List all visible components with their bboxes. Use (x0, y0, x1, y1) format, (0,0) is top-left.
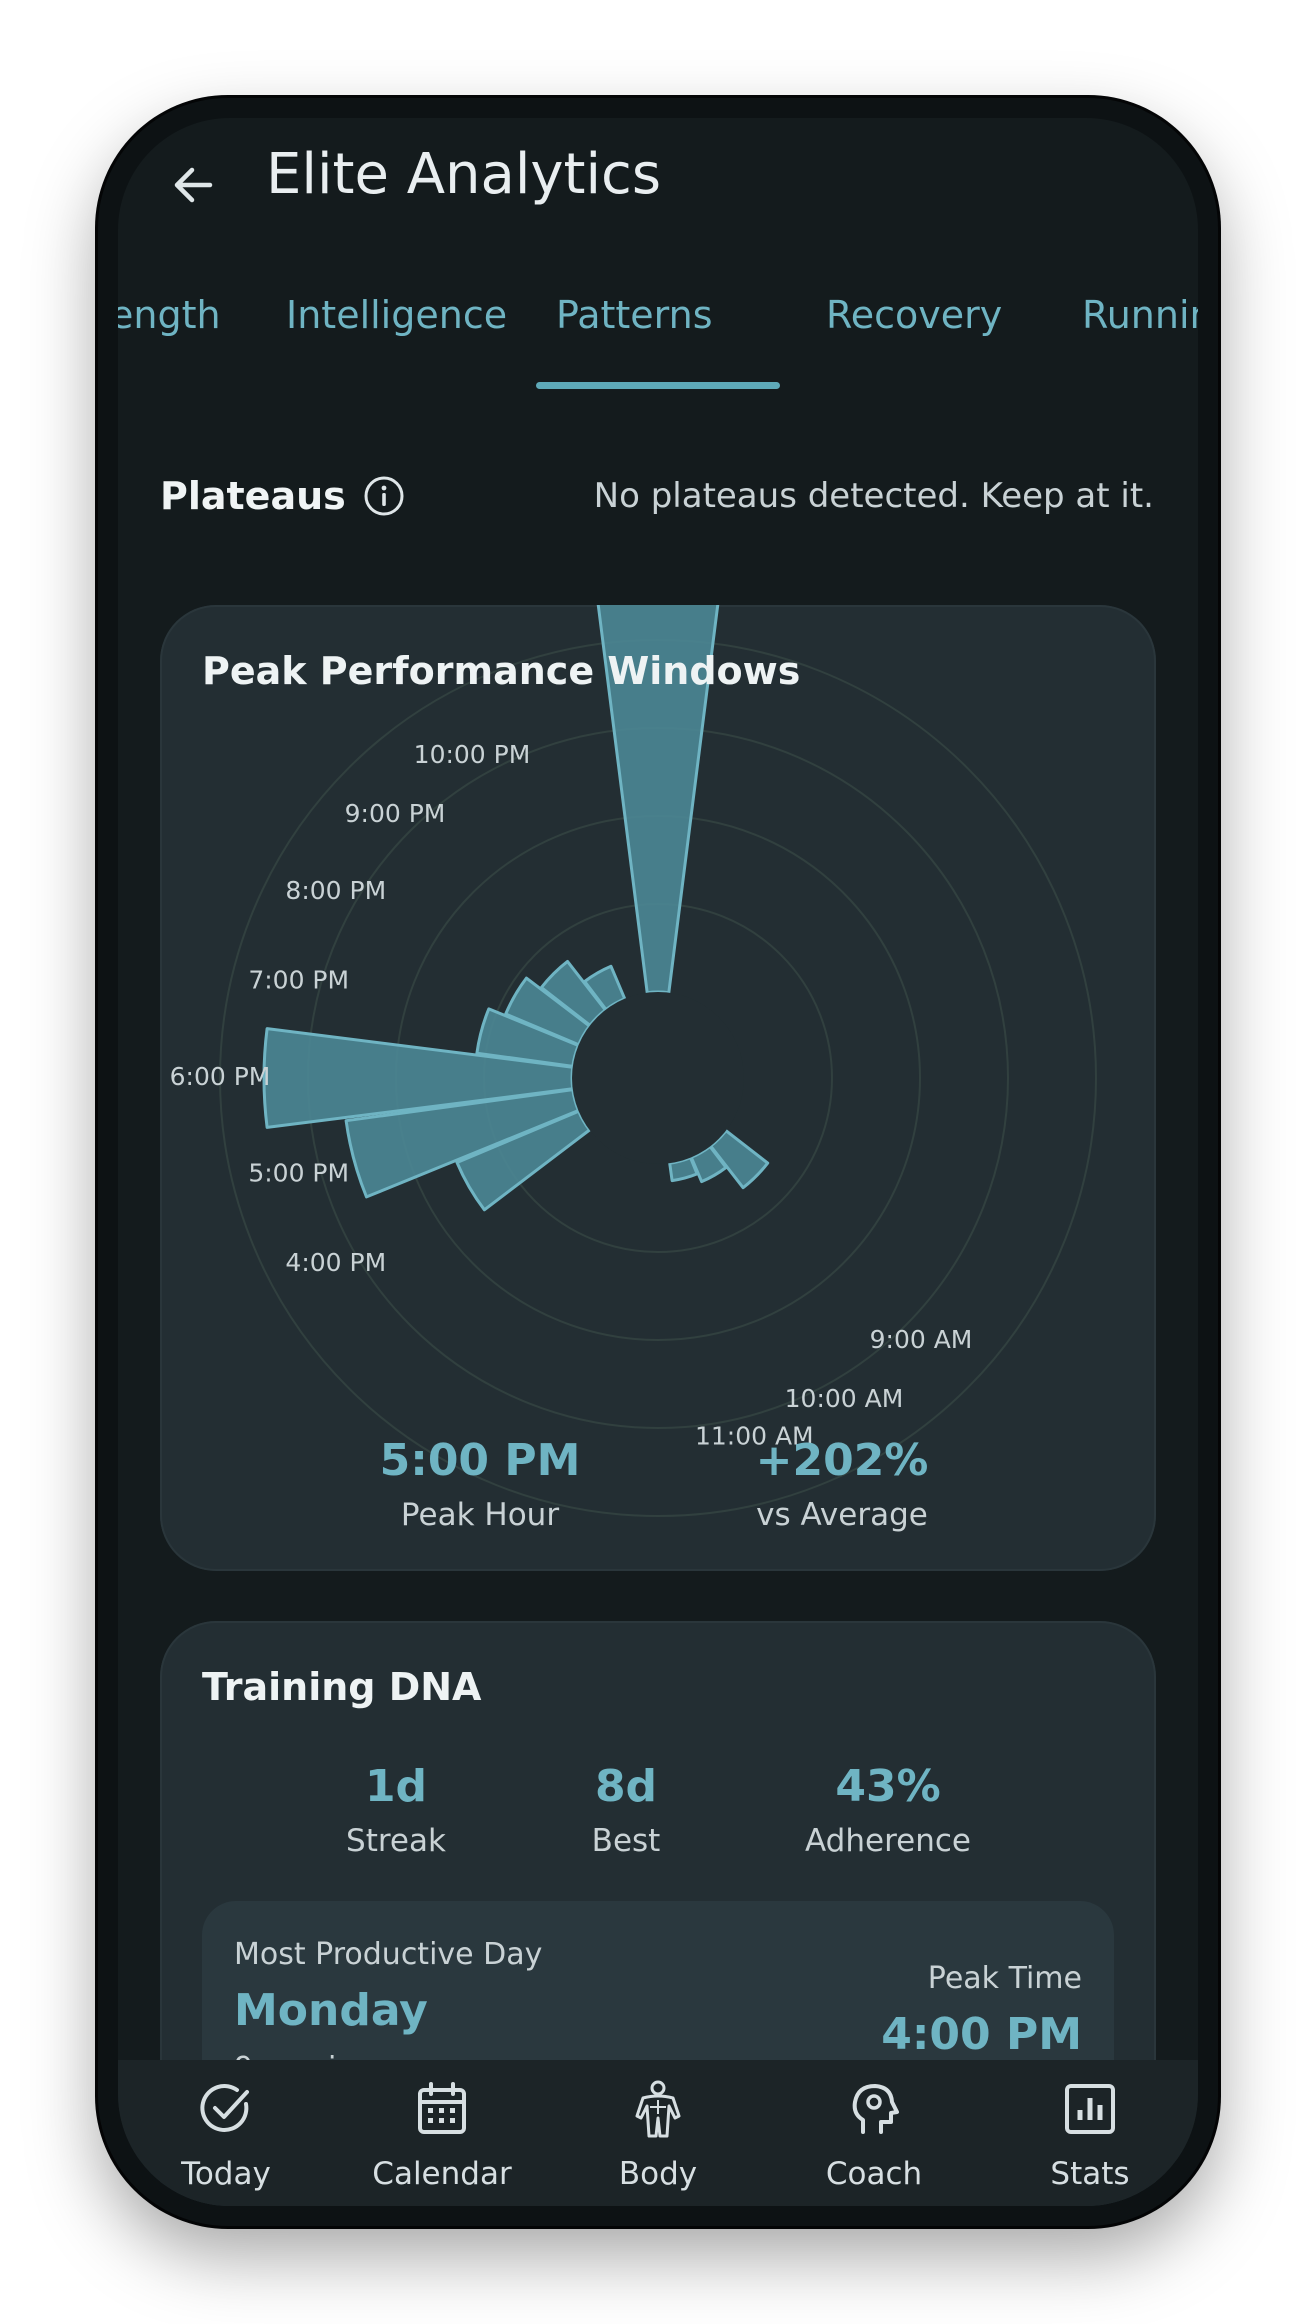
body-icon (635, 2080, 681, 2138)
app-screen: Elite Analytics ength Intelligence Patte… (118, 118, 1198, 2206)
tab-strength[interactable]: ength (118, 293, 221, 337)
vs-average-value: +202% (755, 1435, 929, 1486)
tab-intelligence[interactable]: Intelligence (286, 293, 508, 337)
streak-label: Streak (346, 1823, 446, 1859)
peak-hour-label: Peak Hour (400, 1497, 560, 1533)
productive-day-label: Most Productive Day (234, 1937, 543, 1972)
label-900pm: 9:00 PM (345, 799, 446, 828)
adherence-value: 43% (835, 1761, 941, 1812)
vs-average-label: vs Average (756, 1497, 928, 1533)
app-bar: Elite Analytics (118, 118, 1198, 248)
label-400pm: 4:00 PM (285, 1248, 386, 1277)
plateaus-message: No plateaus detected. Keep at it. (593, 476, 1154, 516)
label-600pm: 6:00 PM (170, 1062, 271, 1091)
label-900am: 9:00 AM (870, 1325, 973, 1354)
peak-hour-value: 5:00 PM (379, 1435, 581, 1486)
tab-patterns[interactable]: Patterns (556, 293, 713, 337)
best-label: Best (591, 1823, 661, 1859)
info-icon[interactable] (362, 474, 406, 518)
dna-card-title: Training DNA (202, 1665, 482, 1709)
label-1000pm: 10:00 PM (414, 740, 531, 769)
nav-body[interactable]: Body (558, 2060, 758, 2206)
label-800pm: 8:00 PM (285, 876, 386, 905)
peak-card-title: Peak Performance Windows (202, 649, 801, 693)
nav-today-label: Today (181, 2156, 271, 2192)
nav-stats[interactable]: Stats (990, 2060, 1190, 2206)
best-value: 8d (594, 1761, 658, 1812)
peak-time-value: 4:00 PM (881, 2009, 1082, 2060)
tab-indicator (536, 382, 780, 389)
adherence-label: Adherence (805, 1823, 971, 1859)
nav-body-label: Body (618, 2156, 698, 2192)
nav-stats-label: Stats (1050, 2156, 1130, 2192)
nav-calendar[interactable]: Calendar (342, 2060, 542, 2206)
page-title: Elite Analytics (266, 142, 662, 207)
nav-coach[interactable]: Coach (774, 2060, 974, 2206)
tab-bar: ength Intelligence Patterns Recovery Run… (118, 293, 1198, 383)
plateaus-label: Plateaus (160, 474, 346, 518)
tab-recovery[interactable]: Recovery (826, 293, 1003, 337)
stats-icon (1065, 2084, 1115, 2134)
tab-running[interactable]: Runnin (1082, 293, 1198, 337)
label-1100am: 11:00 AM (695, 1421, 814, 1450)
calendar-icon (418, 2082, 466, 2134)
coach-icon (852, 2084, 899, 2134)
bottom-navigation: Today Calendar Body (118, 2060, 1198, 2206)
label-700pm: 7:00 PM (248, 966, 349, 995)
nav-coach-label: Coach (825, 2156, 923, 2192)
nav-calendar-label: Calendar (372, 2156, 512, 2192)
productive-day-value: Monday (234, 1985, 428, 2036)
label-1000am: 10:00 AM (785, 1384, 904, 1413)
peak-time-label: Peak Time (927, 1961, 1082, 1996)
label-500pm: 5:00 PM (248, 1158, 349, 1187)
nav-today[interactable]: Today (126, 2060, 326, 2206)
streak-value: 1d (364, 1761, 428, 1812)
back-arrow-icon[interactable] (166, 158, 220, 212)
chart-center (572, 992, 744, 1164)
check-circle-icon (200, 2084, 249, 2133)
